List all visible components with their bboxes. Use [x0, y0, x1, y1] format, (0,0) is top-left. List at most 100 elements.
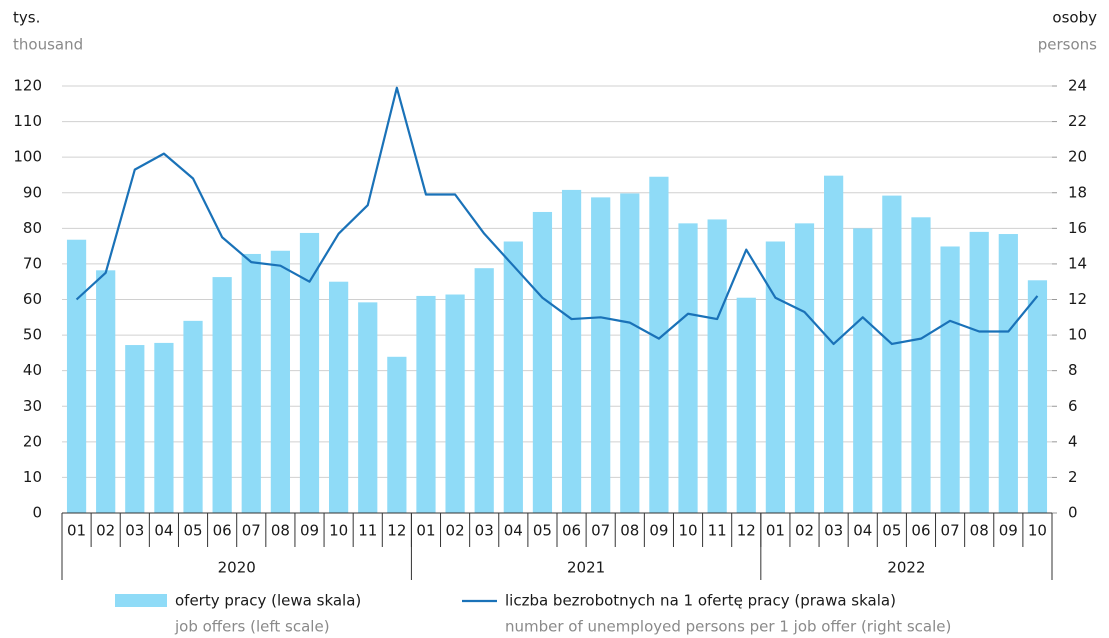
- bar: [620, 193, 640, 513]
- x-tick-label: 12: [737, 522, 756, 540]
- x-tick-label: 08: [620, 522, 639, 540]
- y2-tick-label: 2: [1068, 468, 1078, 486]
- bar: [794, 223, 815, 513]
- y-tick-label: 120: [13, 77, 42, 95]
- bar: [561, 189, 582, 514]
- y-tick-label: 0: [32, 504, 42, 522]
- y-tick-label: 30: [23, 397, 42, 415]
- bar: [940, 246, 960, 513]
- bar: [270, 250, 290, 513]
- x-tick-label: 02: [795, 522, 814, 540]
- x-tick-label: 02: [446, 522, 465, 540]
- y-tick-label: 70: [23, 254, 42, 272]
- x-tick-label: 12: [387, 522, 406, 540]
- group-label: 2020: [218, 559, 256, 577]
- bar: [503, 241, 523, 514]
- legend-label: liczba bezrobotnych na 1 ofertę pracy (p…: [505, 592, 896, 610]
- y-tick-label: 100: [13, 148, 42, 166]
- x-tick-label: 09: [649, 522, 668, 540]
- x-tick-label: 04: [504, 522, 523, 540]
- x-tick-label: 10: [678, 522, 697, 540]
- y2-tick-label: 0: [1068, 504, 1078, 522]
- x-tick-label: 11: [708, 522, 727, 540]
- x-tick-label: 05: [882, 522, 901, 540]
- group-label: 2022: [887, 559, 925, 577]
- y-tick-label: 20: [23, 432, 42, 450]
- y-tick-label: 10: [23, 468, 42, 486]
- bar: [125, 345, 145, 513]
- bar: [998, 234, 1018, 513]
- bar: [241, 253, 261, 513]
- x-tick-label: 07: [242, 522, 261, 540]
- x-tick-label: 04: [154, 522, 173, 540]
- bar: [212, 277, 232, 513]
- bar: [969, 231, 989, 513]
- y-axis-title: tys.: [13, 9, 40, 27]
- y-tick-label: 50: [23, 326, 42, 344]
- bar: [1027, 280, 1048, 513]
- x-tick-label: 02: [96, 522, 115, 540]
- bar: [445, 294, 465, 513]
- y2-axis-title: osoby: [1052, 9, 1097, 27]
- x-tick-label: 03: [824, 522, 843, 540]
- x-tick-label: 07: [941, 522, 960, 540]
- y2-tick-label: 4: [1068, 432, 1078, 450]
- bar: [183, 320, 203, 513]
- bar: [387, 356, 407, 513]
- legend-label-en: number of unemployed persons per 1 job o…: [505, 618, 951, 636]
- x-tick-label: 01: [766, 522, 785, 540]
- x-tick-label: 09: [999, 522, 1018, 540]
- bar: [649, 176, 669, 514]
- bar: [154, 342, 174, 513]
- legend-label-en: job offers (left scale): [174, 618, 330, 636]
- y2-tick-label: 6: [1068, 397, 1078, 415]
- x-tick-label: 01: [67, 522, 86, 540]
- legend-swatch: [115, 594, 167, 607]
- bar: [707, 219, 727, 513]
- y2-tick-label: 24: [1068, 77, 1087, 95]
- bar: [358, 302, 378, 513]
- y-tick-label: 110: [13, 112, 42, 130]
- bar: [299, 232, 320, 513]
- x-tick-label: 01: [416, 522, 435, 540]
- y-axis-title-en: thousand: [13, 36, 83, 54]
- bar: [532, 211, 553, 513]
- x-tick-label: 08: [970, 522, 989, 540]
- x-tick-label: 06: [562, 522, 581, 540]
- x-tick-label: 10: [329, 522, 348, 540]
- y2-tick-label: 8: [1068, 361, 1078, 379]
- y-tick-label: 90: [23, 183, 42, 201]
- y2-tick-label: 14: [1068, 254, 1087, 272]
- x-tick-label: 05: [183, 522, 202, 540]
- bar: [765, 241, 785, 514]
- bar: [678, 223, 698, 513]
- x-tick-label: 09: [300, 522, 319, 540]
- x-tick-label: 06: [213, 522, 232, 540]
- bar: [474, 268, 494, 513]
- y-tick-label: 40: [23, 361, 42, 379]
- y-tick-label: 60: [23, 290, 42, 308]
- bar: [882, 195, 902, 513]
- y2-tick-label: 18: [1068, 183, 1087, 201]
- y2-axis-title-en: persons: [1038, 36, 1097, 54]
- x-tick-label: 10: [1028, 522, 1047, 540]
- bar: [911, 217, 931, 514]
- bar: [416, 295, 436, 513]
- x-tick-label: 06: [911, 522, 930, 540]
- line: [75, 86, 1039, 346]
- y2-tick-label: 16: [1068, 219, 1087, 237]
- y2-tick-label: 20: [1068, 148, 1087, 166]
- bar: [96, 270, 116, 513]
- x-tick-label: 03: [125, 522, 144, 540]
- y2-tick-label: 10: [1068, 326, 1087, 344]
- x-tick-label: 08: [271, 522, 290, 540]
- bar: [591, 197, 611, 513]
- x-tick-label: 04: [853, 522, 872, 540]
- y2-tick-label: 12: [1068, 290, 1087, 308]
- x-tick-label: 11: [358, 522, 377, 540]
- bar: [736, 297, 756, 513]
- x-tick-label: 07: [591, 522, 610, 540]
- y2-tick-label: 22: [1068, 112, 1087, 130]
- x-tick-label: 03: [475, 522, 494, 540]
